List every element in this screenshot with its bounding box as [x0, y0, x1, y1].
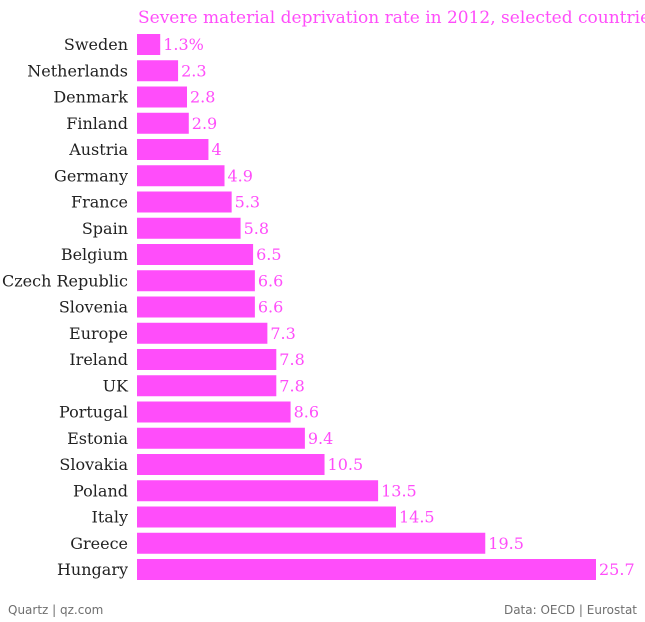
bar-ireland [137, 349, 277, 370]
value-label-slovakia: 10.5 [328, 455, 364, 474]
data-source: Data: OECD | Eurostat [503, 603, 637, 617]
bar-portugal [137, 401, 291, 423]
category-label-europe: Europe [69, 324, 128, 343]
bar-greece [137, 532, 486, 554]
category-label-estonia: Estonia [67, 429, 128, 448]
bar-slovakia [137, 454, 325, 475]
value-label-europe: 7.3 [270, 324, 295, 343]
bar-belgium [137, 244, 254, 265]
category-label-spain: Spain [82, 219, 128, 238]
value-label-finland: 2.9 [192, 114, 217, 133]
value-label-poland: 13.5 [381, 481, 417, 500]
bars-group: Sweden 1.3% Netherlands 2.3 Denmark 2.8 Finlan… [2, 34, 635, 580]
category-label-hungary: Hungary [57, 560, 128, 579]
bar-spain [137, 217, 241, 239]
category-label-czech-republic: Czech Republic [2, 271, 128, 290]
value-label-italy: 14.5 [399, 508, 435, 527]
bar-uk [137, 375, 277, 397]
bar-poland [137, 480, 379, 502]
category-label-poland: Poland [73, 481, 128, 500]
value-label-sweden: 1.3% [163, 35, 204, 54]
value-label-denmark: 2.8 [190, 88, 215, 107]
bar-netherlands [137, 60, 179, 82]
category-label-slovakia: Slovakia [59, 455, 128, 474]
bar-czech-republic [137, 270, 255, 292]
bar-denmark [137, 86, 188, 108]
bar-finland [137, 112, 189, 134]
category-label-slovenia: Slovenia [59, 298, 129, 317]
bar-europe [137, 322, 268, 344]
value-label-ireland: 7.8 [279, 350, 304, 369]
category-label-netherlands: Netherlands [27, 61, 128, 80]
value-label-austria: 4 [211, 140, 221, 159]
value-label-germany: 4.9 [228, 166, 253, 185]
source-credit: Quartz | qz.com [8, 603, 104, 617]
category-label-greece: Greece [70, 534, 128, 553]
value-label-spain: 5.8 [244, 219, 269, 238]
bar-france [137, 191, 232, 213]
value-label-slovenia: 6.6 [258, 298, 283, 317]
value-label-uk: 7.8 [279, 376, 304, 395]
value-label-estonia: 9.4 [308, 429, 333, 448]
value-label-czech-republic: 6.6 [258, 271, 283, 290]
bar-sweden [137, 34, 161, 55]
category-label-belgium: Belgium [61, 245, 128, 264]
bar-germany [137, 165, 225, 187]
chart-title: Severe material deprivation rate in 2012… [138, 8, 645, 28]
category-label-germany: Germany [54, 166, 128, 185]
bar-slovenia [137, 296, 255, 318]
category-label-finland: Finland [66, 114, 128, 133]
category-label-ireland: Ireland [69, 350, 128, 369]
category-label-portugal: Portugal [59, 403, 128, 422]
bar-hungary [137, 559, 596, 580]
bar-chart: Severe material deprivation rate in 2012… [2, 8, 645, 580]
value-label-greece: 19.5 [488, 534, 524, 553]
value-label-netherlands: 2.3 [181, 61, 206, 80]
category-label-sweden: Sweden [64, 35, 128, 54]
bar-italy [137, 506, 396, 528]
category-label-uk: UK [103, 376, 129, 395]
category-label-france: France [71, 193, 128, 212]
category-label-italy: Italy [92, 508, 128, 527]
category-label-denmark: Denmark [53, 88, 128, 107]
value-label-france: 5.3 [235, 193, 260, 212]
category-label-austria: Austria [68, 140, 128, 159]
bar-austria [137, 139, 209, 160]
value-label-portugal: 8.6 [294, 403, 319, 422]
bar-estonia [137, 427, 305, 449]
value-label-hungary: 25.7 [599, 560, 635, 579]
value-label-belgium: 6.5 [256, 245, 281, 264]
